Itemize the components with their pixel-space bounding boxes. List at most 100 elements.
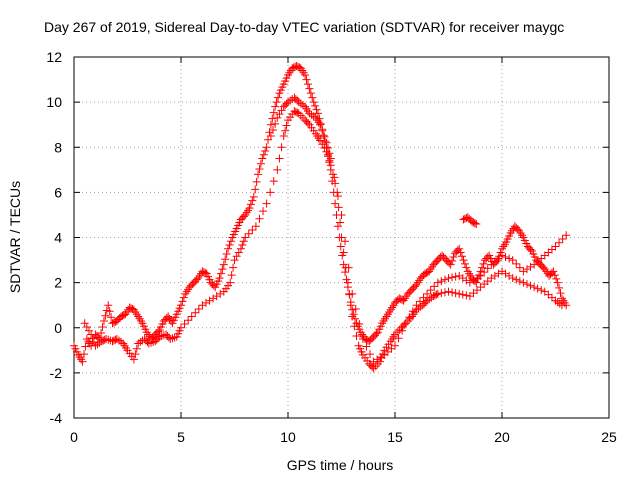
data-point xyxy=(226,237,235,246)
data-point xyxy=(251,185,260,194)
data-point xyxy=(433,289,442,298)
data-point xyxy=(533,284,542,293)
y-tick-label: 10 xyxy=(46,94,62,110)
data-point xyxy=(348,305,357,314)
data-point xyxy=(555,283,564,292)
data-point xyxy=(159,331,168,340)
data-point xyxy=(209,294,218,303)
data-point xyxy=(519,267,528,276)
data-point xyxy=(99,316,108,325)
data-point xyxy=(94,333,103,342)
data-point xyxy=(249,192,258,201)
data-point xyxy=(446,260,455,269)
data-point xyxy=(551,296,560,305)
data-point xyxy=(268,114,277,123)
y-axis-label: SDTVAR / TECUs xyxy=(7,181,23,293)
series xyxy=(266,93,571,366)
data-point xyxy=(366,350,375,359)
data-point xyxy=(437,289,446,298)
data-point xyxy=(275,154,284,163)
data-point xyxy=(343,278,352,287)
data-point xyxy=(266,131,275,140)
data-point xyxy=(132,344,141,353)
data-point xyxy=(281,126,290,135)
data-point xyxy=(180,319,189,328)
data-point xyxy=(339,248,348,257)
data-point xyxy=(271,102,280,111)
data-point xyxy=(341,237,350,246)
data-point xyxy=(501,253,510,262)
data-point xyxy=(351,304,360,313)
data-point xyxy=(170,333,179,342)
data-point xyxy=(222,250,231,259)
data-point xyxy=(393,328,402,337)
data-point xyxy=(262,199,271,208)
y-tick-label: -2 xyxy=(50,365,63,381)
data-point xyxy=(269,177,278,186)
data-point xyxy=(552,274,561,283)
data-point xyxy=(456,248,465,257)
data-point xyxy=(81,342,90,351)
data-point xyxy=(425,295,434,304)
data-point xyxy=(177,301,185,310)
data-point xyxy=(296,99,305,108)
data-point xyxy=(194,304,203,313)
data-point xyxy=(433,278,442,287)
data-point xyxy=(350,322,359,331)
data-point xyxy=(104,301,113,310)
data-point xyxy=(432,290,441,299)
data-point xyxy=(444,287,453,296)
data-point xyxy=(553,298,562,307)
data-point xyxy=(101,311,110,320)
data-point xyxy=(256,159,265,168)
data-point xyxy=(551,242,560,251)
data-point xyxy=(480,268,489,277)
data-point xyxy=(326,161,335,170)
data-point xyxy=(184,316,193,325)
data-point xyxy=(248,196,257,205)
data-point xyxy=(556,289,565,298)
axis-ticks: 0 5 10 15 20 25 -4 -2 0 2 4 6 8 10 12 xyxy=(46,49,617,445)
data-point xyxy=(537,286,546,295)
data-point xyxy=(460,259,469,268)
data-point xyxy=(144,339,153,348)
data-point xyxy=(437,277,446,286)
data-point xyxy=(255,165,264,174)
data-point xyxy=(455,289,464,298)
data-point xyxy=(522,265,531,274)
data-point xyxy=(515,263,524,272)
data-point xyxy=(298,113,307,122)
data-point xyxy=(355,319,364,328)
data-point xyxy=(131,350,140,359)
data-point xyxy=(490,271,499,280)
data-point xyxy=(198,301,207,310)
data-point xyxy=(277,106,286,115)
data-point xyxy=(526,245,535,254)
data-point xyxy=(275,110,284,119)
data-point xyxy=(216,289,225,298)
x-tick-label: 10 xyxy=(280,429,296,445)
data-point xyxy=(320,132,329,141)
data-point xyxy=(265,128,274,137)
data-point xyxy=(305,109,314,118)
data-point xyxy=(252,177,261,186)
data-point xyxy=(459,256,468,265)
data-point xyxy=(80,319,89,328)
y-tick-label: -4 xyxy=(50,410,63,426)
data-point xyxy=(318,126,327,135)
x-tick-label: 25 xyxy=(601,429,617,445)
data-point xyxy=(333,222,342,231)
data-point xyxy=(440,288,449,297)
data-point xyxy=(325,149,334,158)
data-point xyxy=(423,289,432,298)
data-point xyxy=(430,282,439,291)
data-point xyxy=(394,334,403,343)
data-point xyxy=(104,335,113,344)
data-point xyxy=(273,165,282,174)
data-point xyxy=(286,96,295,105)
data-point xyxy=(470,219,479,228)
data-point xyxy=(241,233,250,242)
data-point xyxy=(458,290,467,299)
data-point xyxy=(221,255,230,264)
